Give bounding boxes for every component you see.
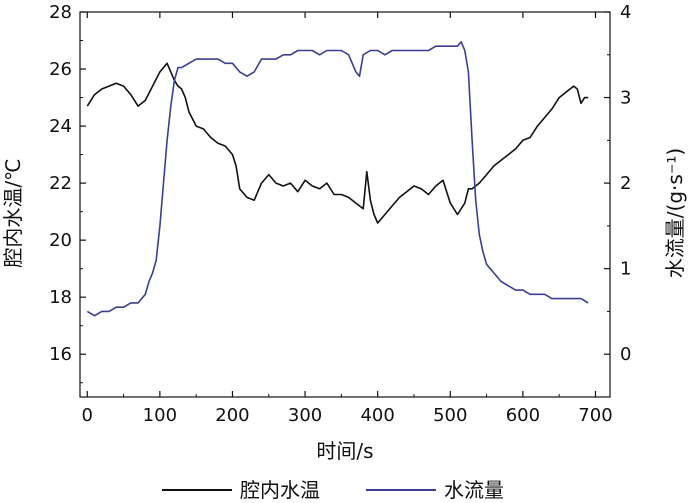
x-tick-label: 100 [143,405,177,426]
left-tick-label: 18 [49,287,72,308]
series-layer [86,41,589,317]
right-tick-label: 1 [620,259,631,280]
right-tick-label: 3 [620,88,631,109]
series-line-water-flow [86,41,589,317]
right-tick-label: 2 [620,173,631,194]
left-tick-label: 26 [49,59,72,80]
left-tick-label: 20 [49,230,72,251]
legend: 腔内水温 水流量 [162,478,504,502]
plot-frame [79,11,611,398]
legend-label-water-flow: 水流量 [444,478,504,502]
x-tick-label: 600 [506,405,540,426]
x-tick-label: 700 [578,405,612,426]
right-tick-label: 0 [620,344,631,365]
x-axis-label: 时间/s [316,439,373,463]
plot-border [79,11,611,398]
x-tick-label: 500 [433,405,467,426]
x-tick-label: 0 [82,405,93,426]
left-tick-label: 22 [49,173,72,194]
left-axis-label: 腔内水温/℃ [1,158,25,267]
x-axis-ticks: 0 100 200 300 400 500 600 700 [82,12,613,426]
left-axis-ticks: 16 18 20 22 24 26 28 [49,2,86,384]
x-tick-label: 400 [360,405,394,426]
right-axis-ticks: 0 1 2 3 4 [604,2,631,398]
x-tick-label: 300 [288,405,322,426]
legend-label-water-temp: 腔内水温 [240,478,320,502]
left-tick-label: 16 [49,344,72,365]
right-tick-label: 4 [620,2,631,23]
left-tick-label: 28 [49,2,72,23]
right-axis-label: 水流量/(g·s⁻¹) [663,148,687,278]
left-tick-label: 24 [49,116,72,137]
x-tick-label: 200 [215,405,249,426]
